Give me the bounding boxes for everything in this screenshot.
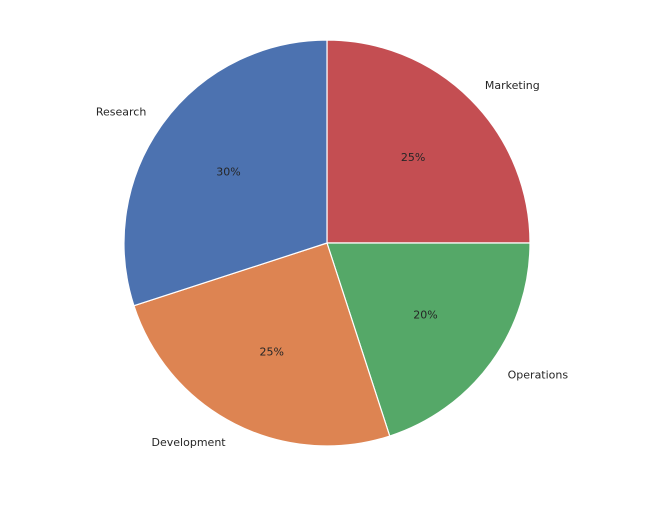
category-label-marketing: Marketing — [485, 79, 540, 92]
slice-development — [133, 242, 391, 447]
slice-research — [123, 39, 328, 307]
category-label-operations: Operations — [508, 368, 569, 381]
slice-marketing — [326, 39, 531, 244]
pct-label-operations: 20% — [413, 309, 437, 322]
category-label-research: Research — [96, 106, 146, 119]
pct-label-marketing: 25% — [401, 151, 425, 164]
pie-slices — [123, 39, 531, 447]
percentage-labels: 25% 20% 25% 30% — [216, 151, 438, 359]
pct-label-development: 25% — [259, 346, 283, 359]
category-label-development: Development — [152, 436, 227, 449]
pct-label-research: 30% — [216, 165, 240, 178]
slice-operations — [326, 242, 531, 437]
category-labels: Marketing Operations Development Research — [96, 79, 569, 449]
